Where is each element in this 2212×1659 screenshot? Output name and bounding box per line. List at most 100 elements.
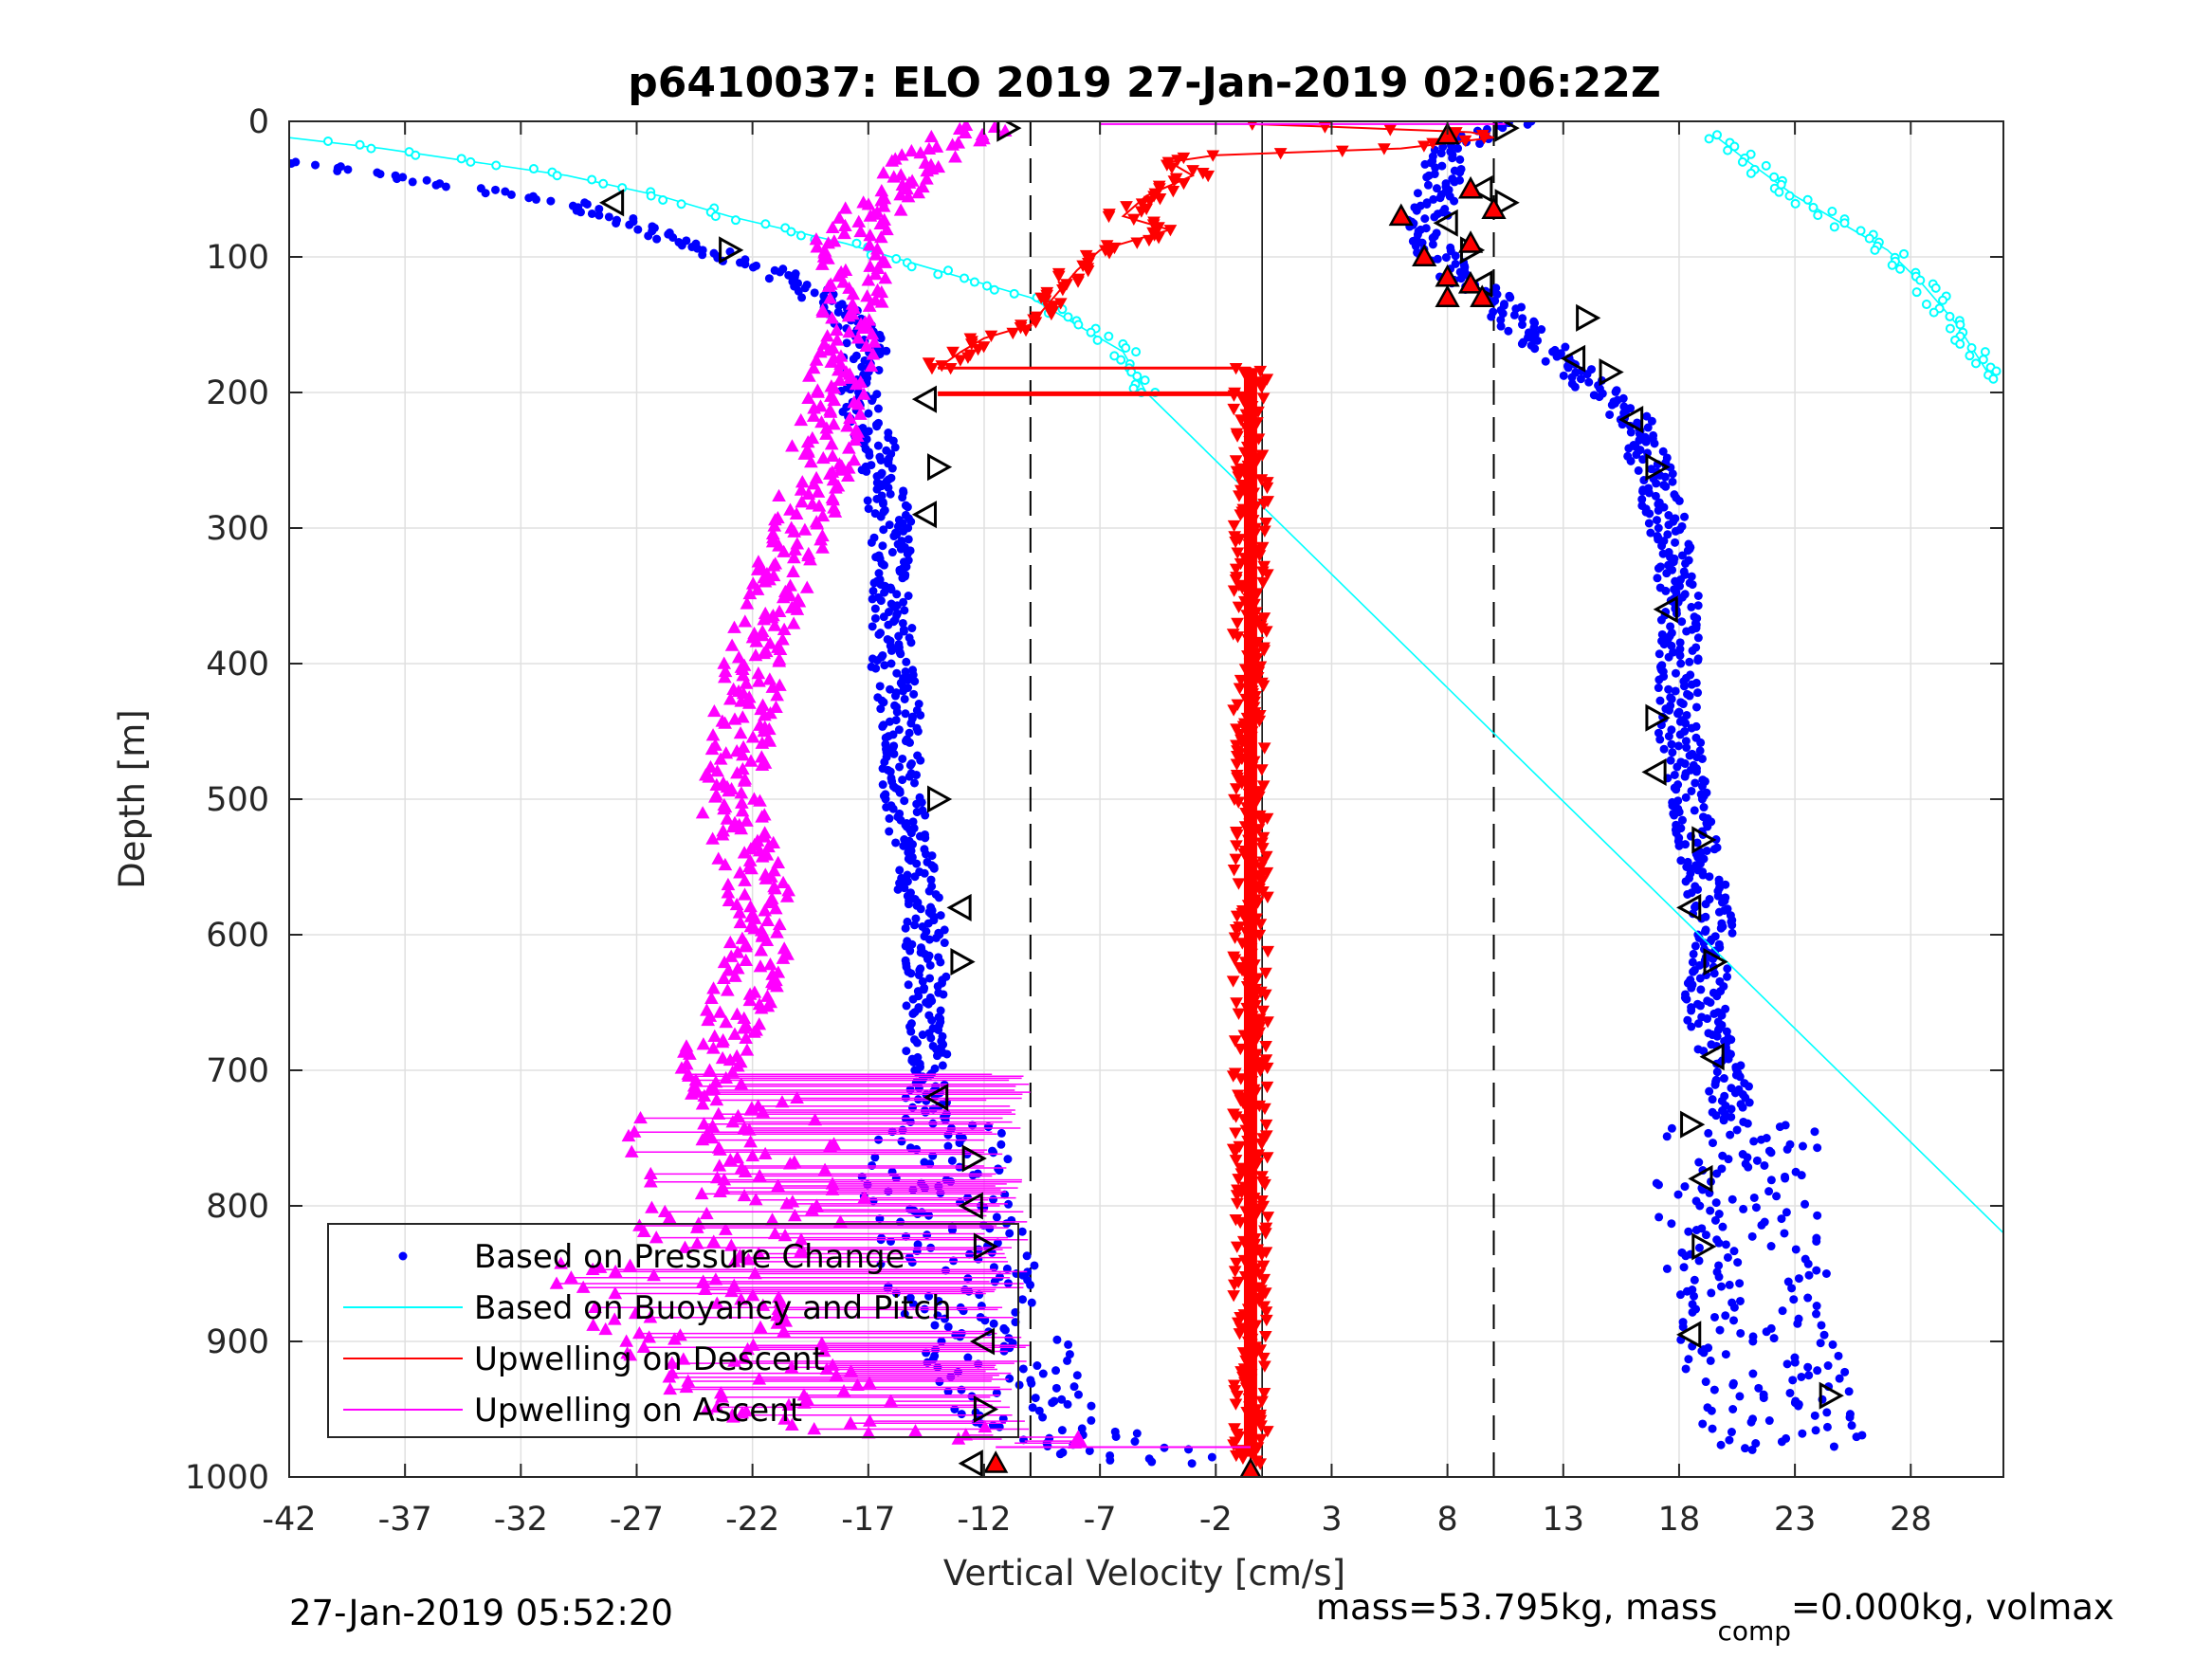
pressure-change-point	[1655, 735, 1665, 744]
pressure-change-point	[904, 900, 913, 909]
ascent-upwelling-point	[745, 1148, 760, 1162]
ascent-upwelling-point	[777, 622, 792, 635]
pressure-change-point	[1696, 985, 1706, 994]
pressure-change-point	[1682, 994, 1691, 1004]
pressure-change-point	[882, 803, 891, 812]
pressure-change-point	[1789, 1295, 1799, 1304]
chart-title: p6410037: ELO 2019 27-Jan-2019 02:06:22Z	[628, 59, 1660, 107]
ascent-upwelling-point	[695, 806, 710, 819]
pressure-change-point	[1747, 1445, 1757, 1454]
pressure-change-point	[942, 1049, 952, 1059]
pressure-change-point	[1052, 1335, 1062, 1344]
pressure-change-point	[1671, 526, 1680, 536]
black-triangle-marker	[1645, 703, 1671, 732]
ascent-upwelling-point	[713, 752, 728, 765]
buoyancy-pitch-point	[1921, 300, 1931, 310]
descent-upwelling-point	[1261, 1212, 1275, 1224]
pressure-change-point	[943, 1322, 953, 1332]
pressure-change-point	[990, 1277, 999, 1286]
ascent-upwelling-point	[873, 230, 888, 244]
descent-upwelling-point	[1256, 1005, 1270, 1018]
y-tick-label: 300	[206, 510, 269, 548]
pressure-change-point	[873, 441, 883, 450]
pressure-change-point	[863, 496, 872, 505]
pressure-change-point	[1777, 1437, 1786, 1447]
y-tick-label: 0	[248, 103, 269, 141]
buoyancy-pitch-point	[1802, 194, 1813, 205]
pressure-change-point	[1644, 519, 1654, 528]
pressure-change-point	[1675, 645, 1685, 654]
pressure-change-point	[1781, 1174, 1790, 1183]
pressure-change-point	[1673, 762, 1682, 772]
pressure-change-point	[876, 704, 886, 714]
ascent-upwelling-point	[776, 632, 790, 646]
pressure-change-point	[876, 512, 886, 521]
ascent-upwelling-point	[685, 1086, 699, 1100]
buoyancy-pitch-point	[1965, 351, 1975, 361]
pressure-change-point	[1697, 781, 1707, 791]
pressure-change-point	[1803, 1362, 1813, 1372]
descent-upwelling-point	[1258, 989, 1272, 1001]
pressure-change-point	[1667, 1123, 1676, 1133]
buoyancy-pitch-point	[1870, 245, 1880, 255]
descent-upwelling-point	[1045, 308, 1058, 321]
ascent-upwelling-point	[920, 172, 934, 185]
buoyancy-pitch-point	[355, 139, 365, 150]
pressure-change-point	[1813, 1143, 1822, 1153]
pressure-change-point	[1797, 1372, 1806, 1381]
pressure-change-point	[1710, 1080, 1720, 1089]
buoyancy-pitch-point	[1132, 371, 1143, 381]
descent-upwelling-point	[1167, 175, 1181, 188]
pressure-change-point	[1673, 741, 1683, 751]
ascent-upwelling-point	[730, 1059, 745, 1072]
pressure-change-point	[1790, 1358, 1800, 1367]
black-triangle-marker	[996, 121, 1022, 142]
pressure-change-point	[1840, 1367, 1850, 1376]
pressure-change-point	[1706, 1356, 1715, 1365]
pressure-change-point	[1797, 1171, 1806, 1180]
pressure-change-point	[881, 733, 890, 742]
pressure-change-point	[1654, 728, 1663, 738]
buoyancy-pitch-point	[1813, 210, 1823, 221]
pressure-change-point	[873, 404, 883, 413]
pressure-change-point	[1711, 835, 1721, 845]
pressure-change-point	[1787, 1284, 1797, 1293]
buoyancy-pitch-point	[1915, 275, 1926, 285]
pressure-change-point	[1679, 682, 1689, 691]
pressure-change-point	[1694, 1243, 1704, 1252]
descent-upwelling-point	[1233, 490, 1246, 502]
pressure-change-point	[939, 990, 948, 999]
pressure-change-point	[923, 1231, 932, 1240]
pressure-change-point	[1705, 1086, 1714, 1096]
buoyancy-pitch-point	[1712, 130, 1723, 140]
pressure-change-point	[904, 675, 913, 684]
pressure-change-point	[1073, 1390, 1083, 1399]
pressure-change-point	[1714, 1238, 1724, 1248]
ascent-upwelling-point	[779, 1196, 795, 1210]
pressure-change-point	[1670, 770, 1679, 779]
ascent-upwelling-point	[777, 544, 792, 557]
y-tick-label: 1000	[185, 1459, 269, 1497]
descent-upwelling-point	[1229, 537, 1242, 549]
pressure-change-point	[1657, 541, 1667, 551]
ascent-upwelling-point	[723, 949, 739, 962]
pressure-change-point	[887, 464, 897, 473]
pressure-change-point	[995, 1422, 1004, 1431]
ascent-upwelling-point	[849, 376, 864, 391]
descent-upwelling-point	[1259, 1040, 1272, 1053]
pressure-change-point	[652, 234, 662, 244]
pressure-change-point	[903, 502, 912, 512]
descent-upwelling-point	[1163, 225, 1178, 237]
pressure-change-point	[582, 199, 592, 209]
buoyancy-pitch-point	[1971, 358, 1982, 369]
pressure-change-point	[887, 585, 896, 594]
pressure-change-point	[1811, 1426, 1820, 1435]
descent-upwelling-point	[1228, 954, 1242, 966]
ascent-upwelling-point	[713, 1005, 727, 1018]
pressure-change-point	[1064, 1340, 1073, 1349]
pressure-change-point	[1611, 387, 1620, 396]
pressure-change-point	[1693, 601, 1703, 611]
black-triangle-marker	[1691, 1232, 1717, 1261]
pressure-change-point	[1455, 168, 1465, 177]
legend: Based on Pressure Change Based on Buoyanc…	[327, 1223, 1019, 1438]
